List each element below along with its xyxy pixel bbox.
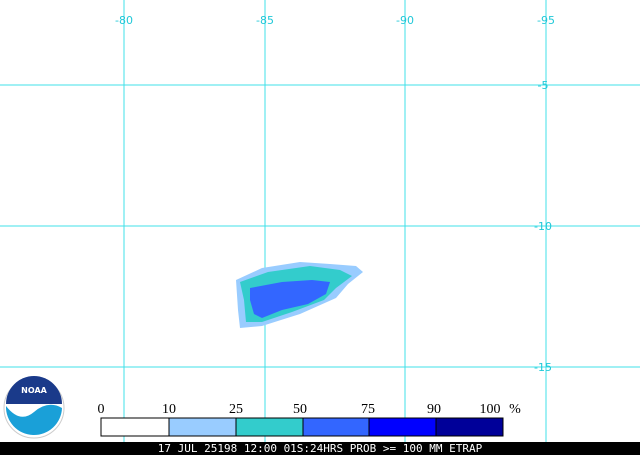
lon-label: -80 [115,14,133,27]
legend-label: 10 [162,402,176,417]
legend-label: 90 [427,402,441,417]
lon-label: -90 [396,14,414,27]
logo-top [6,376,62,404]
legend-swatch [302,417,370,437]
graticule [0,0,640,442]
color-legend: 0 10 25 50 75 90 100 % [98,402,521,437]
legend-label: 75 [361,402,375,417]
legend-label: 0 [98,402,105,417]
prob-50 [250,280,330,318]
legend-label: 100 [480,402,501,417]
legend-label: 50 [293,402,307,417]
legend-swatch [435,417,504,437]
legend-label: 25 [229,402,243,417]
legend-swatch [235,417,304,437]
legend-swatch [168,417,237,437]
probability-area [236,262,363,328]
footer-bar [0,442,640,455]
legend-swatch [100,417,170,437]
footer-caption: 17 JUL 25198 12:00 01S:24HRS PROB >= 100… [158,442,483,455]
lat-label: -15 [534,361,552,374]
logo-bottom [5,404,63,436]
legend-swatch [368,417,437,437]
lat-label: -10 [534,220,552,233]
lon-label: -95 [537,14,555,27]
logo-text: NOAA [21,386,47,395]
lat-label: -5 [538,79,549,92]
legend-unit: % [509,402,521,417]
noaa-logo: NOAA [3,376,65,439]
lon-label: -85 [256,14,274,27]
